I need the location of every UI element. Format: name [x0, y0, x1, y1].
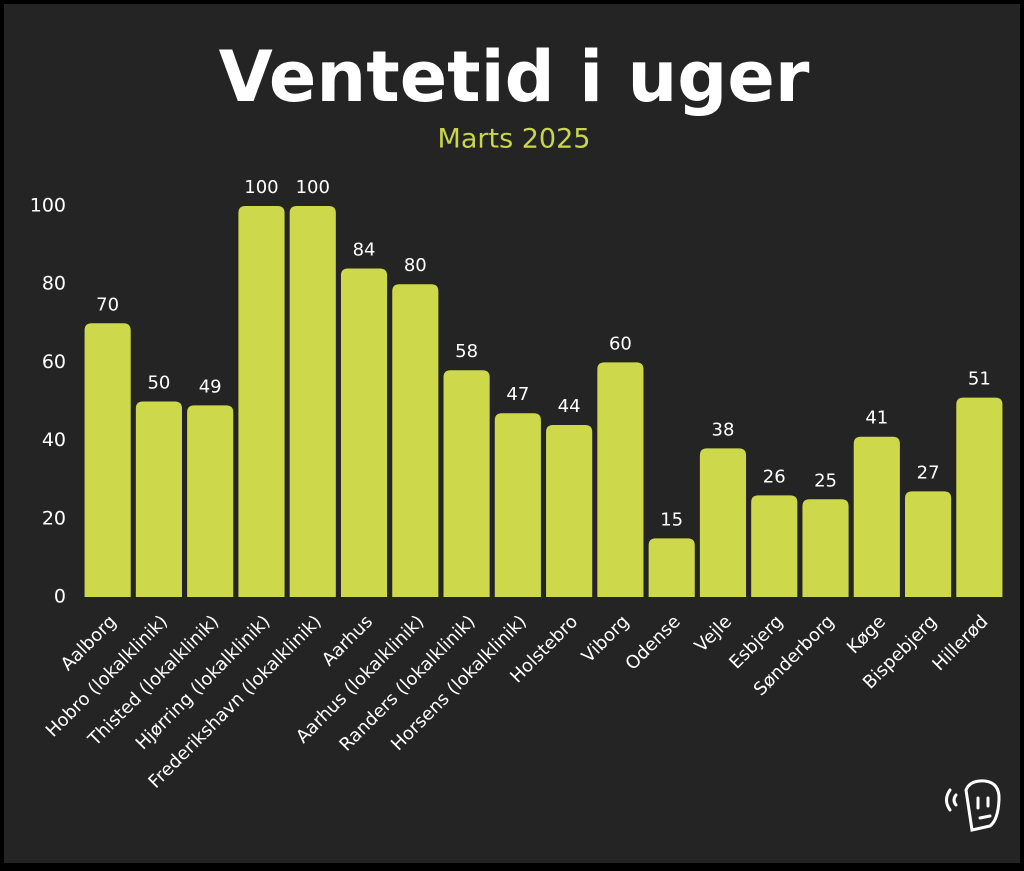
- bar: [853, 436, 900, 597]
- value-label: 49: [199, 376, 222, 397]
- bar: [238, 206, 285, 597]
- value-label: 41: [865, 408, 888, 429]
- y-tick-label: 100: [30, 195, 66, 217]
- y-tick-label: 60: [42, 351, 66, 373]
- value-label: 27: [917, 462, 940, 483]
- bar: [135, 401, 182, 597]
- bar: [699, 448, 747, 597]
- value-label: 58: [455, 341, 478, 362]
- bar: [494, 413, 541, 597]
- value-label: 44: [558, 396, 581, 417]
- value-label: 100: [244, 177, 278, 198]
- bar: [905, 491, 952, 597]
- bar: [751, 495, 798, 597]
- bar: [289, 206, 336, 597]
- logo: [945, 779, 1001, 832]
- bar: [802, 499, 849, 597]
- bar: [392, 284, 439, 597]
- value-label: 70: [96, 294, 119, 315]
- value-label: 51: [968, 369, 991, 390]
- y-tick-label: 80: [42, 273, 66, 295]
- y-tick-label: 20: [42, 507, 66, 529]
- bar: [648, 538, 695, 597]
- value-label: 15: [660, 509, 683, 530]
- value-label: 84: [353, 240, 376, 261]
- value-label: 26: [763, 466, 786, 487]
- bar: [340, 268, 388, 597]
- bar: [546, 424, 593, 597]
- value-label: 100: [296, 177, 330, 198]
- bar: [443, 370, 490, 597]
- value-label: 38: [712, 419, 735, 440]
- y-tick-label: 40: [42, 429, 66, 451]
- value-label: 80: [404, 255, 427, 276]
- bar: [597, 362, 644, 597]
- bar: [187, 405, 234, 597]
- value-label: 25: [814, 470, 837, 491]
- value-label: 60: [609, 333, 632, 354]
- bar: [84, 323, 131, 597]
- bar: [956, 397, 1003, 597]
- y-tick-label: 0: [54, 586, 66, 608]
- value-label: 47: [506, 384, 529, 405]
- chart-subtitle: Marts 2025: [438, 124, 591, 155]
- chart-title: Ventetid i uger: [219, 36, 810, 118]
- value-label: 50: [147, 373, 170, 394]
